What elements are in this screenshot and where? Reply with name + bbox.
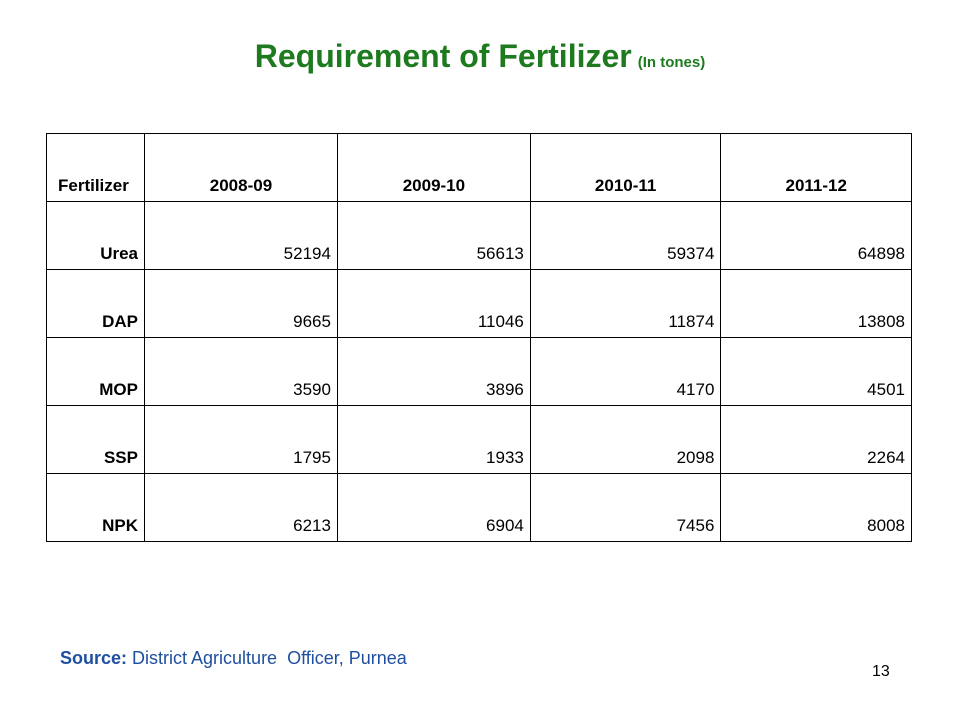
title-unit: (In tones) — [637, 54, 706, 71]
table-cell: 9665 — [144, 269, 338, 338]
column-header-2009-10: 2009-10 — [336, 133, 531, 202]
table-cell: 59374 — [529, 201, 722, 270]
page-number: 13 — [872, 663, 890, 680]
table-cell: 56613 — [336, 201, 531, 270]
table-cell: 52194 — [144, 201, 338, 270]
table-cell: 7456 — [529, 473, 722, 542]
row-label: DAP — [46, 269, 145, 338]
table-cell: 3590 — [144, 337, 338, 406]
table-cell: 64898 — [720, 201, 912, 270]
table-cell: 1933 — [336, 405, 531, 474]
table-row: NPK 6213 6904 7456 8008 — [46, 473, 912, 542]
row-label: MOP — [46, 337, 145, 406]
row-label: NPK — [46, 473, 145, 542]
source-text: District Agriculture Officer, Purnea — [127, 648, 407, 668]
table-cell: 13808 — [720, 269, 912, 338]
column-header-2008-09: 2008-09 — [144, 133, 338, 202]
table-cell: 8008 — [720, 473, 912, 542]
table-cell: 11046 — [336, 269, 531, 338]
table-row: SSP 1795 1933 2098 2264 — [46, 405, 912, 474]
table-header-row: Fertilizer 2008-09 2009-10 2010-11 2011-… — [46, 133, 912, 202]
table-row: MOP 3590 3896 4170 4501 — [46, 337, 912, 406]
table-cell: 4501 — [720, 337, 912, 406]
row-label: Urea — [46, 201, 145, 270]
table-cell: 6213 — [144, 473, 338, 542]
table-cell: 11874 — [529, 269, 722, 338]
table-cell: 1795 — [144, 405, 338, 474]
table-cell: 4170 — [529, 337, 722, 406]
table-row: DAP 9665 11046 11874 13808 — [46, 269, 912, 338]
source-label: Source: — [60, 648, 128, 668]
column-header-2011-12: 2011-12 — [720, 133, 912, 202]
table-cell: 3896 — [336, 337, 531, 406]
source-note: Source: District Agriculture Officer, Pu… — [60, 648, 407, 669]
table-cell: 2098 — [529, 405, 722, 474]
table-row: Urea 52194 56613 59374 64898 — [46, 201, 912, 270]
fertilizer-requirement-table: Fertilizer 2008-09 2009-10 2010-11 2011-… — [46, 133, 912, 542]
title-main: Requirement of Fertilizer — [254, 38, 632, 74]
column-header-2010-11: 2010-11 — [529, 133, 722, 202]
table-cell: 2264 — [720, 405, 912, 474]
table-cell: 6904 — [336, 473, 531, 542]
row-label: SSP — [46, 405, 145, 474]
slide-title: Requirement of Fertilizer (In tones) — [0, 38, 960, 75]
column-header-fertilizer: Fertilizer — [46, 133, 145, 202]
